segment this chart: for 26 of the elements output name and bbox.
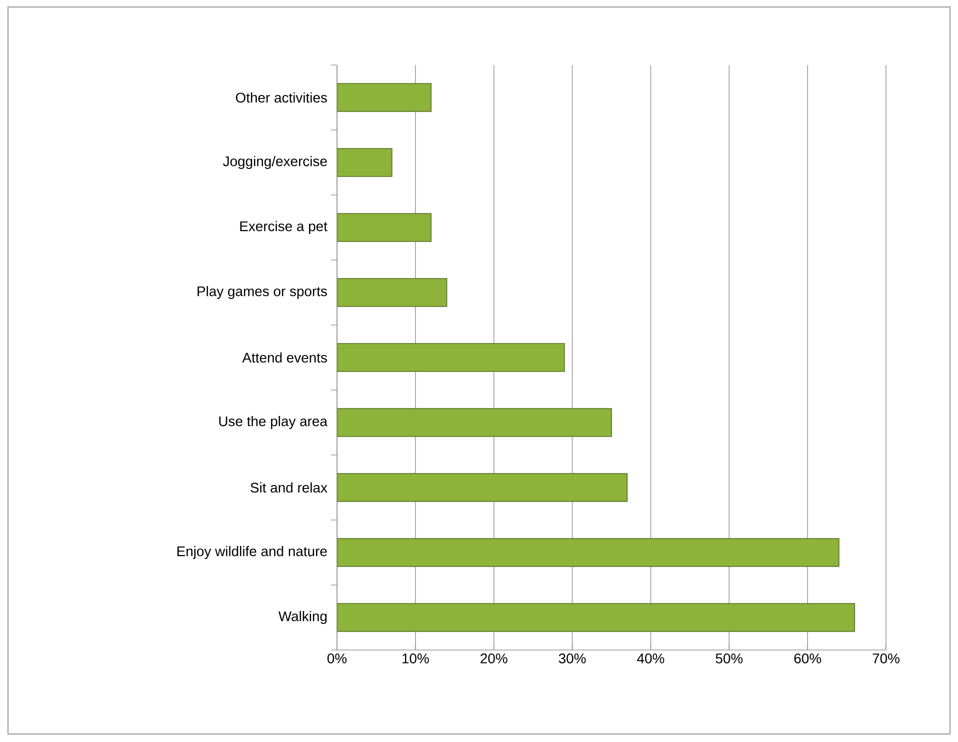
bar [337, 538, 840, 567]
bar [337, 213, 432, 242]
x-tick-label: 10% [402, 653, 429, 664]
y-tick-label: Jogging/exercise [223, 156, 327, 169]
bar [337, 148, 392, 177]
y-tick-label: Enjoy wildlife and nature [177, 546, 327, 559]
y-tick-label: Exercise a pet [240, 220, 328, 234]
x-tick-label: 30% [558, 653, 586, 664]
bar [337, 603, 856, 632]
x-tick-label: 40% [637, 653, 664, 664]
y-tick-label: Play games or sports [198, 286, 327, 299]
x-tick-label: 0% [327, 653, 347, 664]
x-tick-label: 60% [794, 653, 822, 664]
x-tick-label: 50% [716, 653, 743, 664]
x-tick-label: 20% [480, 653, 508, 664]
y-tick-label: Other activities [236, 92, 327, 103]
x-tick-label: 70% [872, 653, 900, 664]
bar [337, 343, 565, 372]
y-tick-label: Walking [278, 610, 327, 624]
bar [337, 278, 448, 307]
bar [337, 473, 628, 502]
y-tick-label: Attend events [242, 352, 327, 363]
bar [337, 83, 432, 112]
y-tick-label: Sit and relax [250, 482, 328, 493]
bar [337, 408, 612, 437]
y-tick-label: Use the play area [219, 416, 328, 429]
